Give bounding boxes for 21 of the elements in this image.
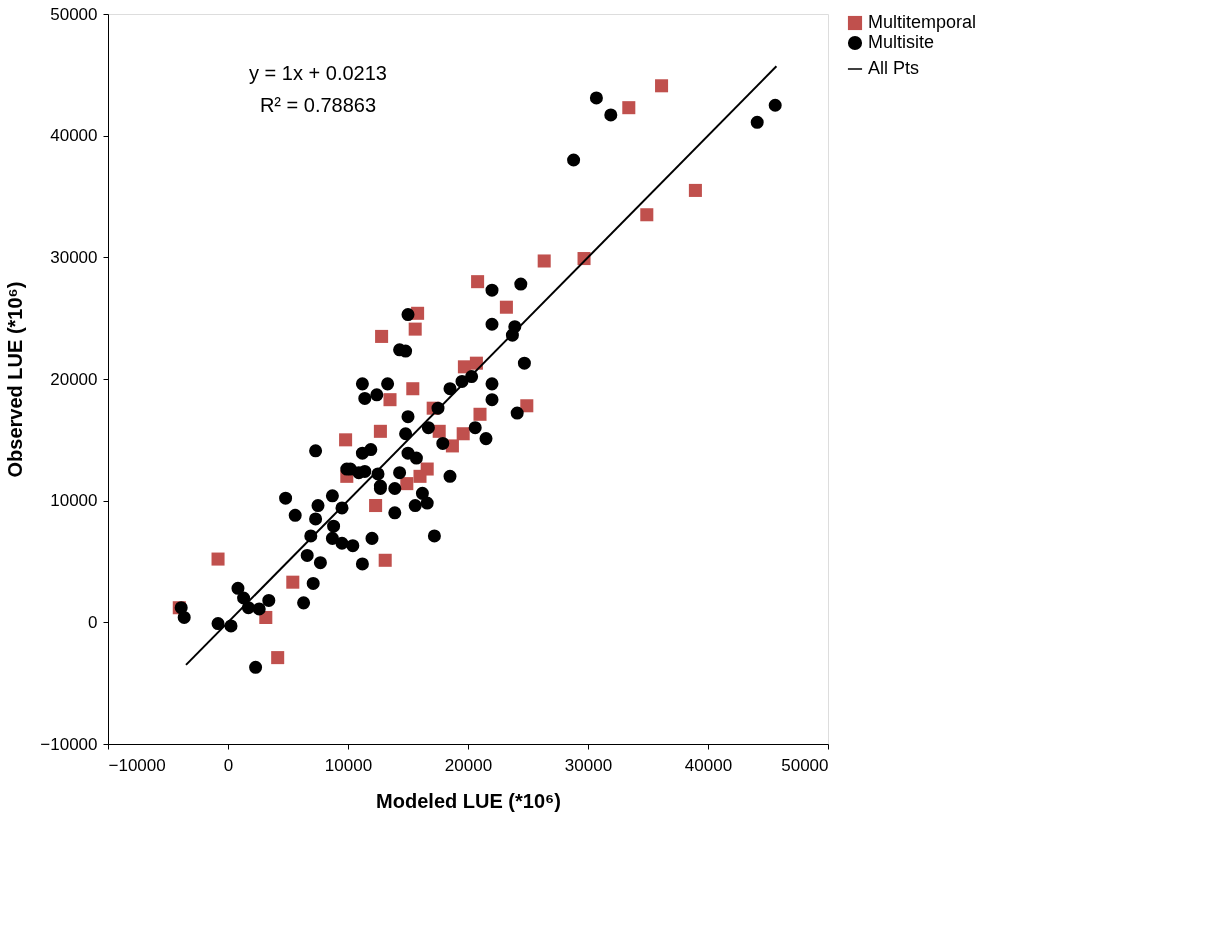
annotation: y = 1x + 0.0213 [249, 62, 387, 84]
legend-label: Multisite [868, 32, 935, 52]
y-tick-label: 50000 [50, 4, 98, 24]
y-tick-label: 30000 [50, 247, 98, 267]
x-tick-label: 20000 [444, 755, 493, 775]
x-tick-label: −10000 [108, 755, 166, 775]
x-tick-label: 40000 [684, 755, 733, 775]
x-axis-title: Modeled LUE (*10⁶) [376, 789, 561, 812]
y-tick-label: −10000 [40, 734, 98, 754]
legend-label: All Pts [868, 58, 920, 78]
y-tick-label: 20000 [50, 369, 98, 389]
x-tick-label: 30000 [564, 755, 613, 775]
x-tick-label: 0 [223, 755, 234, 775]
y-axis-title: Observed LUE (*10⁶) [4, 281, 27, 478]
y-tick-label: 10000 [50, 491, 98, 511]
x-tick-label: 10000 [324, 755, 373, 775]
annotation: R² = 0.78863 [259, 94, 377, 116]
y-tick-label: 40000 [50, 126, 98, 146]
legend-label: Multitemporal [868, 12, 977, 32]
y-tick-label: 0 [88, 612, 98, 632]
x-tick-label: 50000 [781, 755, 829, 775]
